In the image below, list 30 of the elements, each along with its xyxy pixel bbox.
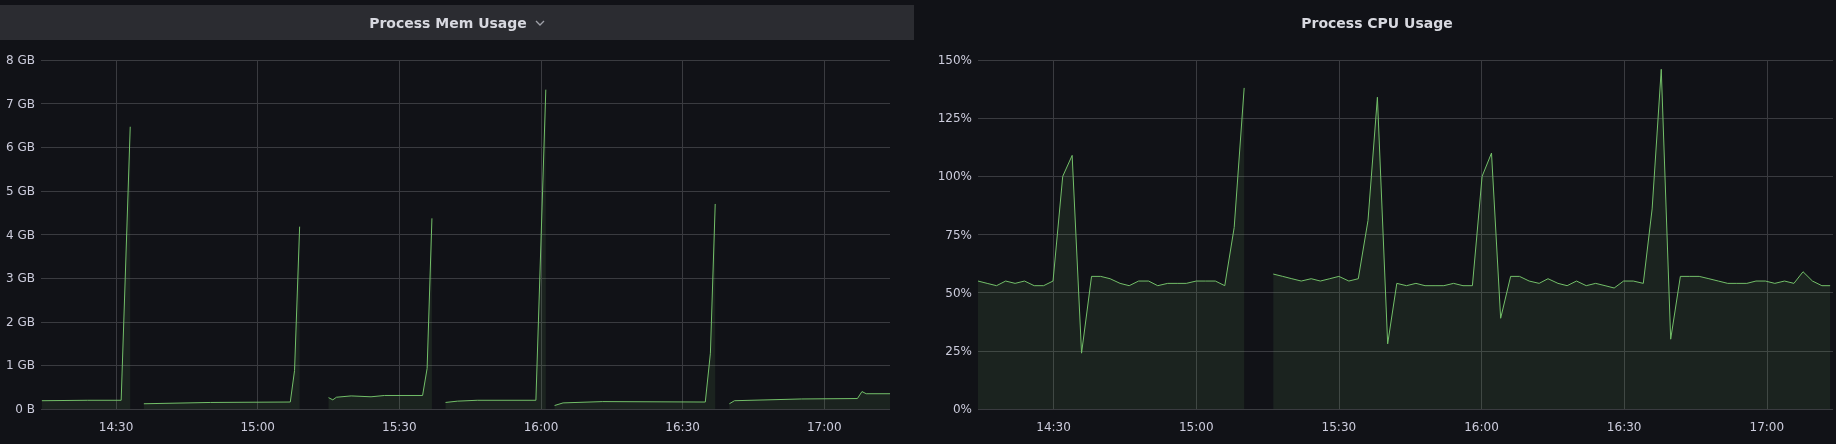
y-tick-label: 0 B	[15, 402, 35, 416]
x-tick-label: 16:30	[665, 420, 700, 434]
chart-title: Process Mem Usage	[369, 14, 527, 31]
x-tick-label: 16:00	[523, 420, 559, 434]
y-tick-label: 75%	[945, 227, 972, 242]
y-tick-label: 4 GB	[6, 227, 35, 242]
x-tick-label: 17:00	[806, 420, 842, 434]
x-tick-label: 15:00	[1178, 420, 1214, 434]
x-tick-label: 15:30	[1321, 420, 1357, 434]
y-tick-label: 6 GB	[6, 140, 35, 155]
y-tick-label: 150%	[937, 53, 972, 67]
y-tick-label: 50%	[945, 285, 972, 300]
x-tick-label: 16:00	[1464, 420, 1499, 434]
x-tick-label: 17:00	[1749, 420, 1785, 434]
x-tick-label: 14:30	[1036, 420, 1071, 434]
y-tick-label: 25%	[945, 343, 972, 358]
y-tick-label: 100%	[937, 169, 972, 184]
y-tick-label: 8 GB	[6, 53, 35, 67]
y-tick-label: 5 GB	[6, 183, 35, 198]
x-tick-label: 15:30	[382, 420, 417, 434]
x-tick-label: 14:30	[98, 420, 134, 434]
y-tick-label: 3 GB	[6, 271, 35, 286]
y-tick-label: 0%	[952, 402, 972, 416]
x-tick-label: 16:30	[1606, 420, 1642, 434]
x-tick-label: 15:00	[240, 420, 276, 434]
y-tick-label: 2 GB	[6, 314, 35, 329]
y-tick-label: 1 GB	[6, 358, 35, 373]
y-tick-label: 125%	[937, 111, 972, 126]
chart-title: Process CPU Usage	[1301, 14, 1453, 31]
y-tick-label: 7 GB	[6, 96, 35, 111]
